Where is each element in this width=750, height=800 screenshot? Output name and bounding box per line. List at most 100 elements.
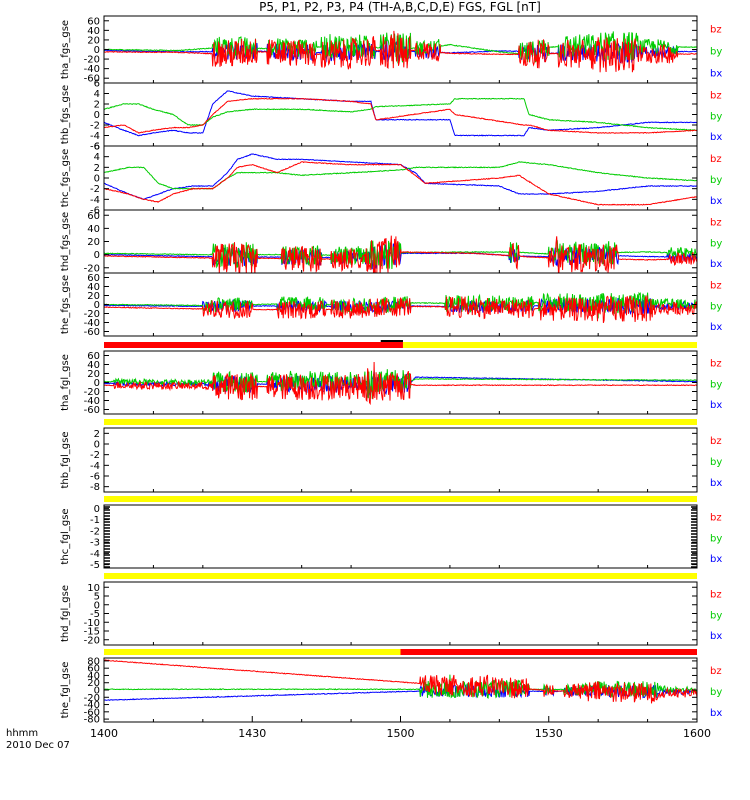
y-tick-label: 0: [94, 600, 100, 611]
y-tick-label: 20: [87, 35, 100, 46]
panel-data: [104, 659, 697, 704]
series-bz: [104, 659, 697, 704]
y-axis-label: thb_fgl_gse: [60, 432, 71, 489]
x-tick-label: 1500: [387, 727, 415, 740]
y-tick-label: -20: [84, 309, 100, 320]
y-tick-label: -6: [90, 206, 100, 217]
panel-thb_fgl_gse: 20-2-4-6-8 thb_fgl_gse bz by bx: [60, 419, 722, 493]
y-tick-label: -60: [84, 74, 100, 85]
y-tick-label: 60: [87, 16, 100, 27]
y-tick-label: 4: [94, 89, 100, 100]
y-axis-label: thb_fgs_gse: [60, 85, 71, 144]
y-tick-label: -20: [84, 693, 100, 704]
legend-bz: bz: [710, 666, 722, 677]
panel-thd_fgs_gse: 60 40 20 0 -20 thd_fgs_gse bz by bx: [60, 209, 722, 274]
panel-data: [104, 153, 697, 206]
y-tick-label: -60: [84, 327, 100, 338]
status-bar-segment: [104, 342, 403, 348]
y-tick-label: 20: [87, 291, 100, 302]
legend-bz: bz: [710, 436, 722, 447]
y-tick-label: -2: [90, 450, 100, 461]
y-axis-label: the_fgl_gse: [60, 662, 71, 719]
panel-data: [104, 361, 697, 406]
y-tick-label: 20: [87, 678, 100, 689]
series-by: [104, 674, 697, 699]
y-tick-label: 0: [94, 504, 100, 515]
y-tick-label: -15: [84, 627, 100, 638]
legend-bz: bz: [710, 359, 722, 370]
y-tick-label: 0: [94, 250, 100, 261]
legend-bx: bx: [710, 478, 722, 489]
y-tick-label: 40: [87, 224, 100, 235]
y-tick-label: 6: [94, 79, 100, 90]
legend-bz: bz: [710, 513, 722, 524]
panel-data: [104, 30, 697, 73]
y-tick-label: 0: [94, 110, 100, 121]
series-bz: [104, 161, 697, 206]
y-tick-label: 0: [94, 440, 100, 451]
y-axis-label: thc_fgl_gse: [60, 508, 71, 564]
panel-frame: [103, 427, 698, 493]
y-tick-label: 20: [87, 237, 100, 248]
panel-frame: [103, 82, 698, 147]
x-axis: 1400 1430 1500 1530 1600: [90, 80, 711, 740]
legend-bz: bz: [710, 218, 722, 229]
y-tick-label: -40: [84, 64, 100, 75]
y-tick-label: 40: [87, 671, 100, 682]
y-axis-label: the_fgs_gse: [60, 275, 71, 334]
legend-bx: bx: [710, 69, 722, 80]
y-tick-label: 6: [94, 142, 100, 153]
x-tick-label: 1530: [535, 727, 563, 740]
series-by: [104, 369, 697, 399]
y-tick-label: -20: [84, 55, 100, 66]
footer-line1: hhmm: [6, 728, 38, 739]
legend-by: by: [710, 238, 722, 249]
y-tick-label: 2: [94, 100, 100, 111]
y-tick-label: 0: [94, 686, 100, 697]
legend-by: by: [710, 687, 722, 698]
y-axis-label: thd_fgs_gse: [60, 212, 71, 271]
legend-bz: bz: [710, 154, 722, 165]
y-tick-label: 4: [94, 152, 100, 163]
status-bar-segment: [104, 649, 401, 655]
series-bx: [104, 90, 697, 137]
y-tick-label: -40: [84, 396, 100, 407]
y-tick-label: -8: [90, 482, 100, 493]
y-tick-label: 0: [94, 45, 100, 56]
y-tick-label: -60: [84, 405, 100, 416]
legend-by: by: [710, 175, 722, 186]
y-tick-label: 2: [94, 429, 100, 440]
y-tick-label: -4: [90, 549, 100, 560]
x-tick-label: 1430: [238, 727, 266, 740]
legend-bx: bx: [710, 708, 722, 719]
y-tick-label: 60: [87, 664, 100, 675]
y-tick-label: 0: [94, 378, 100, 389]
series-bx: [104, 153, 697, 201]
panel-thc_fgl_gse: 0-1-2-3-4-5 thc_fgl_gse bz by bx: [60, 496, 722, 571]
legend-bx: bx: [710, 196, 722, 207]
legend-bx: bx: [710, 322, 722, 333]
y-tick-label: 2: [94, 163, 100, 174]
chart-title: P5, P1, P2, P3, P4 (TH-A,B,C,D,E) FGS, F…: [259, 0, 541, 14]
legend-by: by: [710, 301, 722, 312]
series-bz: [104, 30, 697, 73]
y-axis-label: thc_fgs_gse: [60, 149, 71, 208]
x-tick-label: 1600: [683, 727, 711, 740]
y-tick-label: -2: [90, 121, 100, 132]
legend-bx: bx: [710, 132, 722, 143]
legend-bz: bz: [710, 91, 722, 102]
y-tick-label: -80: [84, 715, 100, 726]
y-tick-label: 10: [87, 583, 100, 594]
series-by: [104, 97, 697, 131]
y-tick-label: -5: [90, 609, 100, 620]
y-tick-label: 40: [87, 360, 100, 371]
legend-by: by: [710, 457, 722, 468]
y-tick-label: -2: [90, 184, 100, 195]
legend-bx: bx: [710, 400, 722, 411]
legend-by: by: [710, 533, 722, 544]
y-tick-label: -40: [84, 318, 100, 329]
y-tick-label: -3: [90, 538, 100, 549]
